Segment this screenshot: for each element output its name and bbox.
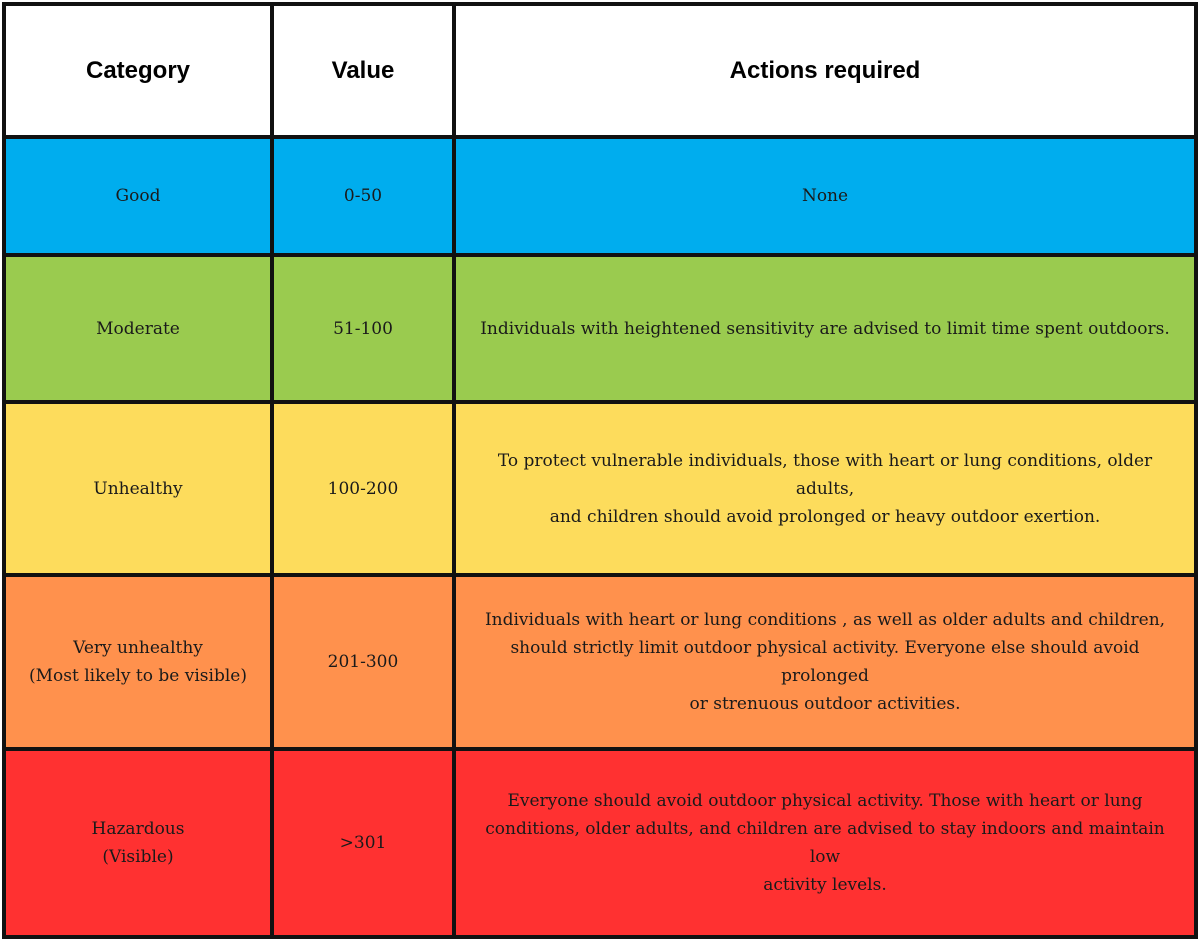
actions-cell: Individuals with heightened sensitivity …	[452, 253, 1198, 404]
value-cell: 100-200	[270, 400, 456, 577]
category-cell: Good	[2, 135, 274, 257]
category-cell: Hazardous (Visible)	[2, 747, 274, 939]
table-row-moderate: Moderate 51-100 Individuals with heighte…	[2, 253, 1198, 404]
header-value: Value	[270, 2, 456, 139]
category-cell: Unhealthy	[2, 400, 274, 577]
table-row-hazardous: Hazardous (Visible) >301 Everyone should…	[2, 747, 1198, 939]
table-row-unhealthy: Unhealthy 100-200 To protect vulnerable …	[2, 400, 1198, 577]
header-category: Category	[2, 2, 274, 139]
actions-cell: Individuals with heart or lung condition…	[452, 573, 1198, 751]
value-cell: 51-100	[270, 253, 456, 404]
value-cell: >301	[270, 747, 456, 939]
table-row-good: Good 0-50 None	[2, 135, 1198, 257]
actions-cell: None	[452, 135, 1198, 257]
actions-cell: Everyone should avoid outdoor physical a…	[452, 747, 1198, 939]
table-row-very-unhealthy: Very unhealthy (Most likely to be visibl…	[2, 573, 1198, 751]
value-cell: 201-300	[270, 573, 456, 751]
table-header-row: Category Value Actions required	[2, 2, 1198, 139]
header-actions-required: Actions required	[452, 2, 1198, 139]
actions-cell: To protect vulnerable individuals, those…	[452, 400, 1198, 577]
category-cell: Very unhealthy (Most likely to be visibl…	[2, 573, 274, 751]
category-cell: Moderate	[2, 253, 274, 404]
value-cell: 0-50	[270, 135, 456, 257]
